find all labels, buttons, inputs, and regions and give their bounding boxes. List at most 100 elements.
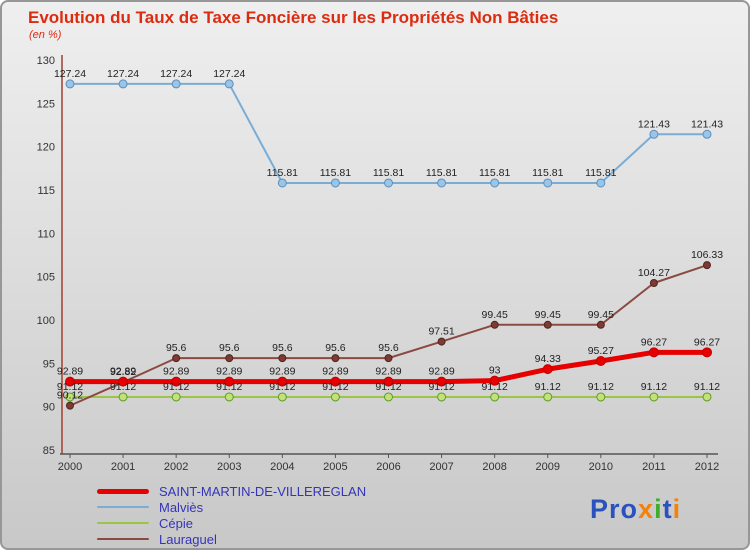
legend-item: SAINT-MARTIN-DE-VILLEREGLAN (97, 483, 367, 499)
data-point (171, 392, 181, 402)
data-point (543, 320, 552, 329)
data-point (172, 354, 181, 363)
legend-item: Lauraguel (97, 531, 366, 547)
labels-Lauraguel: 90.12 92.82 95.6 95.6 95.6 95.6 95.6 97.51 99.45… (57, 249, 723, 401)
data-point (489, 375, 500, 386)
point-label: 127.24 (160, 68, 192, 80)
point-label: 115.81 (585, 167, 616, 179)
y-tick-label: 105 (37, 272, 55, 284)
logo-letter: t (662, 494, 673, 524)
point-label: 99.45 (482, 309, 508, 321)
point-label: 92.89 (322, 366, 348, 378)
data-point (384, 392, 393, 402)
legend-swatch (97, 506, 149, 508)
point-label: 91.12 (163, 381, 189, 393)
series-SAINT-MARTIN-DE-VILLEREGLAN (65, 347, 712, 387)
point-label: 92.89 (163, 366, 189, 378)
data-point (224, 392, 234, 402)
data-point (384, 354, 393, 363)
point-label: 91.12 (641, 381, 667, 393)
point-label: 115.81 (479, 167, 510, 179)
point-label: 92.89 (57, 366, 83, 378)
point-label: 127.24 (54, 68, 86, 80)
point-label: 104.27 (638, 267, 670, 279)
point-label: 99.45 (588, 309, 614, 321)
labels-Cépie: 91.12 91.12 91.12 91.12 91.12 91.12 91.12 91.12… (57, 381, 720, 393)
data-point (330, 376, 341, 387)
point-label: 106.33 (691, 249, 723, 261)
data-point (596, 320, 605, 329)
data-point (65, 392, 75, 402)
point-label: 91.12 (216, 381, 242, 393)
y-tick-label: 115 (37, 185, 55, 197)
data-point (703, 261, 711, 270)
data-point (277, 376, 288, 387)
y-tick-label: 120 (37, 142, 55, 154)
x-tick-label: 2008 (482, 461, 506, 473)
data-point (490, 178, 500, 188)
point-label: 115.81 (320, 167, 351, 179)
series-Malviès (65, 79, 712, 188)
series-Lauraguel (66, 261, 711, 410)
point-label: 115.81 (532, 167, 563, 179)
point-label: 96.27 (694, 336, 720, 348)
data-point (542, 364, 553, 375)
x-tick-label: 2002 (164, 461, 188, 473)
data-point (490, 392, 500, 402)
point-label: 92.89 (216, 366, 242, 378)
data-point (278, 354, 287, 363)
point-label: 127.24 (213, 68, 245, 80)
legend-swatch (97, 538, 149, 540)
logo-letter: x (638, 494, 655, 524)
y-tick-label: 95 (43, 358, 55, 370)
point-label: 92.82 (110, 366, 136, 378)
point-label: 90.12 (57, 390, 83, 402)
data-point (118, 392, 128, 402)
point-label: 127.24 (107, 68, 139, 80)
x-tick-label: 2006 (376, 461, 400, 473)
data-point (171, 376, 182, 387)
legend-label: Malviès (159, 499, 204, 515)
point-label: 91.12 (428, 381, 454, 393)
point-label: 91.12 (535, 381, 561, 393)
data-point (649, 129, 659, 139)
point-label: 92.89 (375, 366, 401, 378)
data-point (649, 278, 658, 287)
x-tick-label: 2009 (536, 461, 560, 473)
legend-label: Cépie (159, 515, 193, 531)
data-point (118, 79, 128, 89)
point-label: 97.51 (428, 326, 454, 338)
legend-item: Malviès (97, 499, 366, 515)
point-label: 91.12 (694, 381, 720, 393)
legend-label: SAINT-MARTIN-DE-VILLEREGLAN (159, 483, 367, 499)
point-label: 95.6 (272, 342, 293, 354)
x-tick-label: 2003 (217, 461, 241, 473)
logo-letter: i (654, 494, 663, 524)
data-point (65, 79, 75, 89)
data-point (702, 392, 712, 402)
point-label: 121.43 (691, 118, 723, 130)
data-point (383, 376, 394, 387)
data-point (596, 392, 606, 402)
legend-label: Lauraguel (159, 531, 217, 547)
x-tick-label: 2012 (695, 461, 719, 473)
data-point (65, 376, 75, 387)
chart-title: Evolution du Taux de Taxe Foncière sur l… (28, 8, 559, 27)
point-label: 95.6 (378, 342, 399, 354)
legend: SAINT-MARTIN-DE-VILLEREGLAN Malviès Cépie L… (97, 483, 367, 548)
point-label: 91.12 (269, 381, 295, 393)
point-label: 96.27 (641, 336, 667, 348)
y-tick-label: 110 (37, 228, 55, 240)
data-point (543, 392, 553, 402)
x-tick-label: 2005 (323, 461, 347, 473)
data-point (437, 337, 446, 346)
y-tick-label: 85 (43, 445, 55, 457)
data-point (595, 355, 606, 366)
x-tick-label: 2007 (429, 461, 453, 473)
point-label: 95.6 (219, 342, 240, 354)
point-label: 91.12 (482, 381, 508, 393)
point-label: 115.81 (426, 167, 457, 179)
data-point (648, 347, 659, 358)
